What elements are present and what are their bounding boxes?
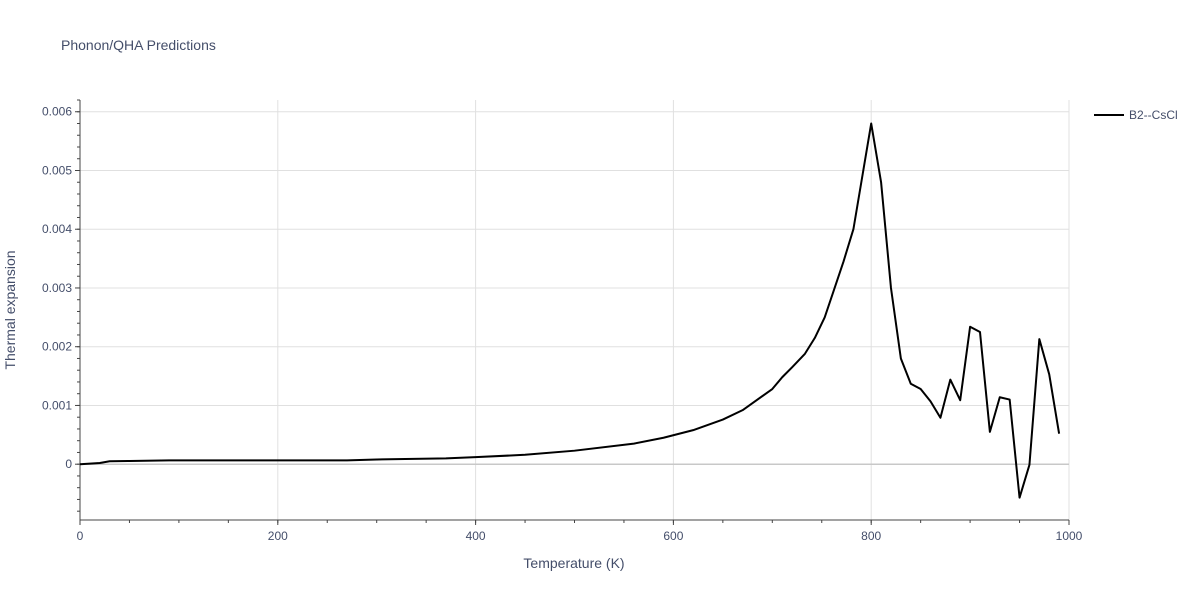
legend-label: B2--CsCl [1129,108,1178,122]
series-layer [79,122,1061,499]
y-axis-title: Thermal expansion [2,250,18,369]
y-tick-label: 0.003 [42,281,72,295]
x-tick-label: 400 [466,529,486,543]
x-tick-label: 1000 [1056,529,1083,543]
axis-layer: 0 200 400 600 800 1000 0 0.001 0.002 0.003 0.004 0.… [42,99,1083,543]
x-tick-label: 200 [268,529,288,543]
chart-title: Phonon/QHA Predictions [61,37,216,53]
y-tick-label: 0.004 [42,222,72,236]
grid-layer [80,100,1070,520]
y-tick-label: 0.005 [42,163,72,177]
y-tick-label: 0.006 [42,105,72,119]
y-tick-label: 0.001 [42,398,72,412]
y-tick-label: 0 [65,457,72,471]
x-tick-label: 600 [663,529,683,543]
series-line [79,122,1061,499]
legend[interactable]: B2--CsCl [1094,108,1178,122]
x-tick-label: 0 [77,529,84,543]
x-axis-title: Temperature (K) [523,555,624,571]
y-tick-label: 0.002 [42,340,72,354]
x-tick-label: 800 [861,529,881,543]
